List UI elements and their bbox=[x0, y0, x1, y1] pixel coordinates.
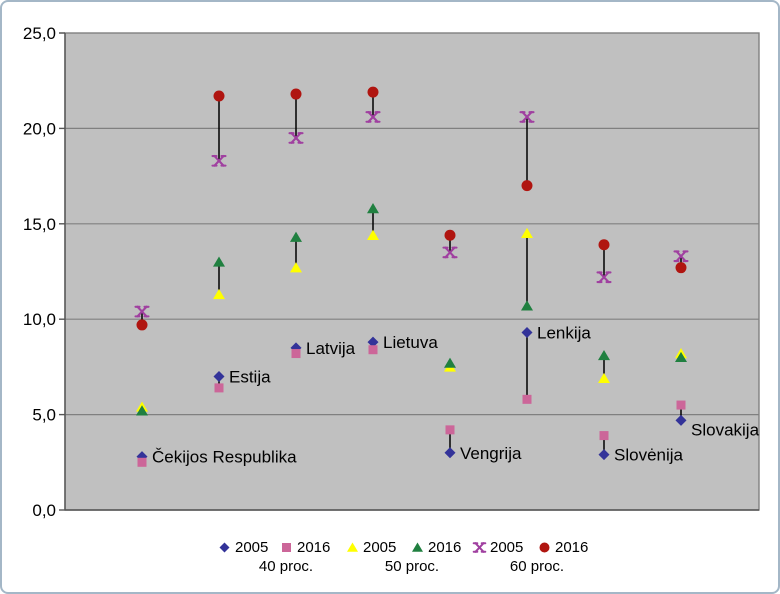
triangle-marker-icon bbox=[347, 542, 358, 552]
data-point bbox=[673, 250, 689, 263]
triangle-marker-icon bbox=[412, 542, 423, 552]
data-point bbox=[136, 405, 148, 416]
data-point bbox=[134, 305, 150, 318]
diamond-marker-icon bbox=[219, 542, 230, 553]
data-point bbox=[367, 229, 379, 240]
data-point bbox=[675, 262, 687, 274]
data-point bbox=[521, 327, 533, 339]
square-marker-icon bbox=[282, 543, 291, 552]
data-point bbox=[213, 90, 225, 102]
data-point bbox=[521, 300, 533, 311]
legend-entry-circle-2016: 2016 bbox=[537, 539, 588, 556]
data-point bbox=[367, 336, 379, 348]
data-point bbox=[519, 111, 535, 123]
y-axis-tick-label: 20,0 bbox=[23, 119, 56, 138]
country-label: Vengrija bbox=[460, 444, 522, 463]
data-point bbox=[598, 349, 610, 361]
data-point bbox=[521, 180, 533, 192]
data-point bbox=[445, 425, 455, 435]
country-label: Estija bbox=[229, 367, 271, 386]
legend-entry-label: 2016 bbox=[555, 539, 589, 556]
data-point bbox=[214, 383, 224, 393]
chart-legend: 2005 2016 2005 2016 2005 2016 40 proc. 50 proc.… bbox=[2, 2, 778, 575]
data-point bbox=[367, 203, 379, 214]
data-point bbox=[211, 154, 227, 167]
data-point bbox=[675, 414, 687, 426]
country-label: Lietuva bbox=[383, 333, 438, 352]
legend-group-label: 40 proc. bbox=[258, 558, 314, 575]
x-marker-icon bbox=[472, 542, 487, 553]
legend-group-label: 50 proc. bbox=[384, 558, 440, 575]
data-point bbox=[444, 229, 456, 241]
data-point bbox=[368, 345, 378, 355]
data-point bbox=[365, 111, 381, 123]
legend-entry-label: 2016 bbox=[297, 539, 331, 556]
data-point bbox=[599, 431, 609, 441]
data-point bbox=[288, 132, 304, 144]
data-point bbox=[213, 256, 225, 267]
legend-entry-x-2005: 2005 bbox=[472, 539, 523, 556]
data-point bbox=[136, 319, 148, 331]
data-point bbox=[521, 227, 533, 239]
legend-group-label: 60 proc. bbox=[509, 558, 565, 575]
data-point bbox=[598, 372, 610, 384]
legend-entry-square-2016: 2016 bbox=[279, 539, 330, 556]
y-axis-tick-label: 0,0 bbox=[32, 501, 56, 520]
y-axis-tick-label: 10,0 bbox=[23, 310, 56, 329]
data-point bbox=[598, 239, 610, 251]
data-point bbox=[676, 400, 686, 410]
data-point bbox=[213, 288, 225, 300]
data-point bbox=[213, 370, 225, 382]
data-point bbox=[290, 262, 302, 273]
y-axis-tick-label: 5,0 bbox=[32, 406, 56, 425]
data-point bbox=[598, 449, 610, 461]
data-point bbox=[367, 86, 379, 98]
data-point bbox=[290, 231, 302, 242]
data-point bbox=[444, 357, 456, 368]
legend-entry-triangle-2005: 2005 bbox=[345, 539, 396, 556]
data-point bbox=[444, 447, 456, 459]
legend-entry-label: 2005 bbox=[235, 539, 269, 556]
country-label: Slovakija bbox=[691, 420, 760, 439]
data-point bbox=[675, 351, 687, 363]
legend-entry-diamond-2005: 2005 bbox=[217, 539, 268, 556]
data-point bbox=[291, 349, 301, 359]
plot-area bbox=[64, 32, 760, 511]
data-point bbox=[596, 271, 612, 284]
legend-entry-label: 2005 bbox=[363, 539, 397, 556]
country-label: Lenkija bbox=[537, 324, 591, 343]
country-label: Slovėnija bbox=[614, 446, 684, 465]
legend-entry-label: 2016 bbox=[428, 539, 462, 556]
data-point bbox=[137, 457, 147, 467]
y-axis-tick-label: 25,0 bbox=[23, 24, 56, 43]
legend-entry-label: 2005 bbox=[490, 539, 524, 556]
scatter-chart: 0,0 5,0 10,0 15,0 20,0 25,0 Čekijos Respublika… bbox=[23, 24, 760, 520]
data-point bbox=[290, 88, 302, 100]
y-axis-tick-label: 15,0 bbox=[23, 215, 56, 234]
country-label: Latvija bbox=[306, 339, 356, 358]
circle-marker-icon bbox=[539, 542, 550, 553]
data-point bbox=[522, 394, 532, 404]
legend-entry-triangle-2016: 2016 bbox=[410, 539, 461, 556]
country-label: Čekijos Respublika bbox=[152, 448, 297, 467]
data-point bbox=[442, 246, 458, 259]
